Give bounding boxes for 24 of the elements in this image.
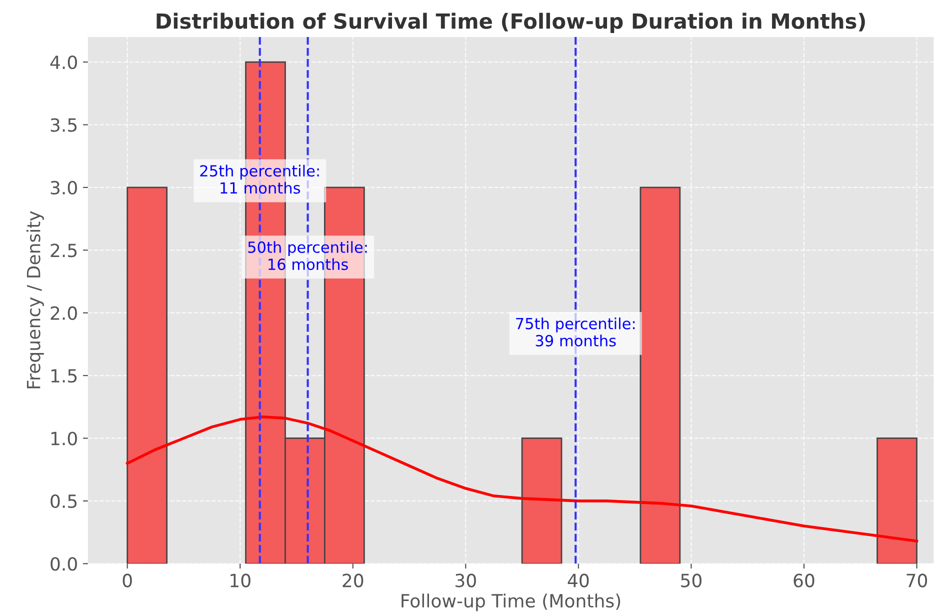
y-tick-label: 0.5 bbox=[50, 494, 77, 508]
x-tick-label: 50 bbox=[681, 574, 702, 588]
y-tick-label: 1.5 bbox=[51, 369, 77, 383]
x-tick-label: 0 bbox=[122, 574, 132, 588]
x-tick-label: 60 bbox=[794, 574, 814, 588]
x-tick-label: 20 bbox=[342, 574, 364, 588]
x-tick-label: 30 bbox=[456, 574, 476, 588]
line-series bbox=[126, 416, 918, 542]
annotation: 75th percentile: 39 months bbox=[516, 318, 635, 346]
y-tick-label: 4.0 bbox=[50, 56, 77, 70]
y-tick-label: 3.5 bbox=[50, 118, 77, 132]
y-axis-title: Frequency / Density bbox=[26, 211, 44, 388]
x-tick-label: 10 bbox=[230, 574, 250, 588]
x-tick-label: 70 bbox=[906, 574, 928, 588]
x-axis-title: Follow-up Time (Months) bbox=[402, 594, 620, 612]
y-tick-label: 0.0 bbox=[50, 557, 77, 571]
chart-title: Distribution of Survival Time (Follow-up Duration in Months) bbox=[156, 12, 865, 33]
x-tick-label: 40 bbox=[568, 574, 589, 588]
annotation: 25th percentile: 11 months bbox=[200, 164, 319, 194]
annotation: 50th percentile: 16 months bbox=[248, 241, 367, 270]
y-tick-label: 3.0 bbox=[50, 180, 77, 195]
y-tick-label: 1.0 bbox=[51, 432, 77, 446]
y-tick-label: 2.5 bbox=[50, 244, 77, 258]
y-tick-label: 2.0 bbox=[50, 306, 77, 320]
